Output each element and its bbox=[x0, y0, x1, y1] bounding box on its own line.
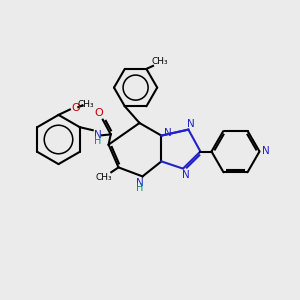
Text: CH₃: CH₃ bbox=[95, 173, 112, 182]
Text: N: N bbox=[262, 146, 270, 157]
Text: N: N bbox=[94, 130, 101, 140]
Text: N: N bbox=[136, 178, 144, 188]
Text: N: N bbox=[182, 169, 190, 180]
Text: H: H bbox=[94, 136, 101, 146]
Text: CH₃: CH₃ bbox=[77, 100, 94, 109]
Text: N: N bbox=[187, 118, 195, 129]
Text: O: O bbox=[94, 108, 103, 118]
Text: N: N bbox=[164, 128, 172, 138]
Text: H: H bbox=[136, 183, 144, 194]
Text: CH₃: CH₃ bbox=[151, 57, 168, 66]
Text: O: O bbox=[71, 103, 80, 113]
